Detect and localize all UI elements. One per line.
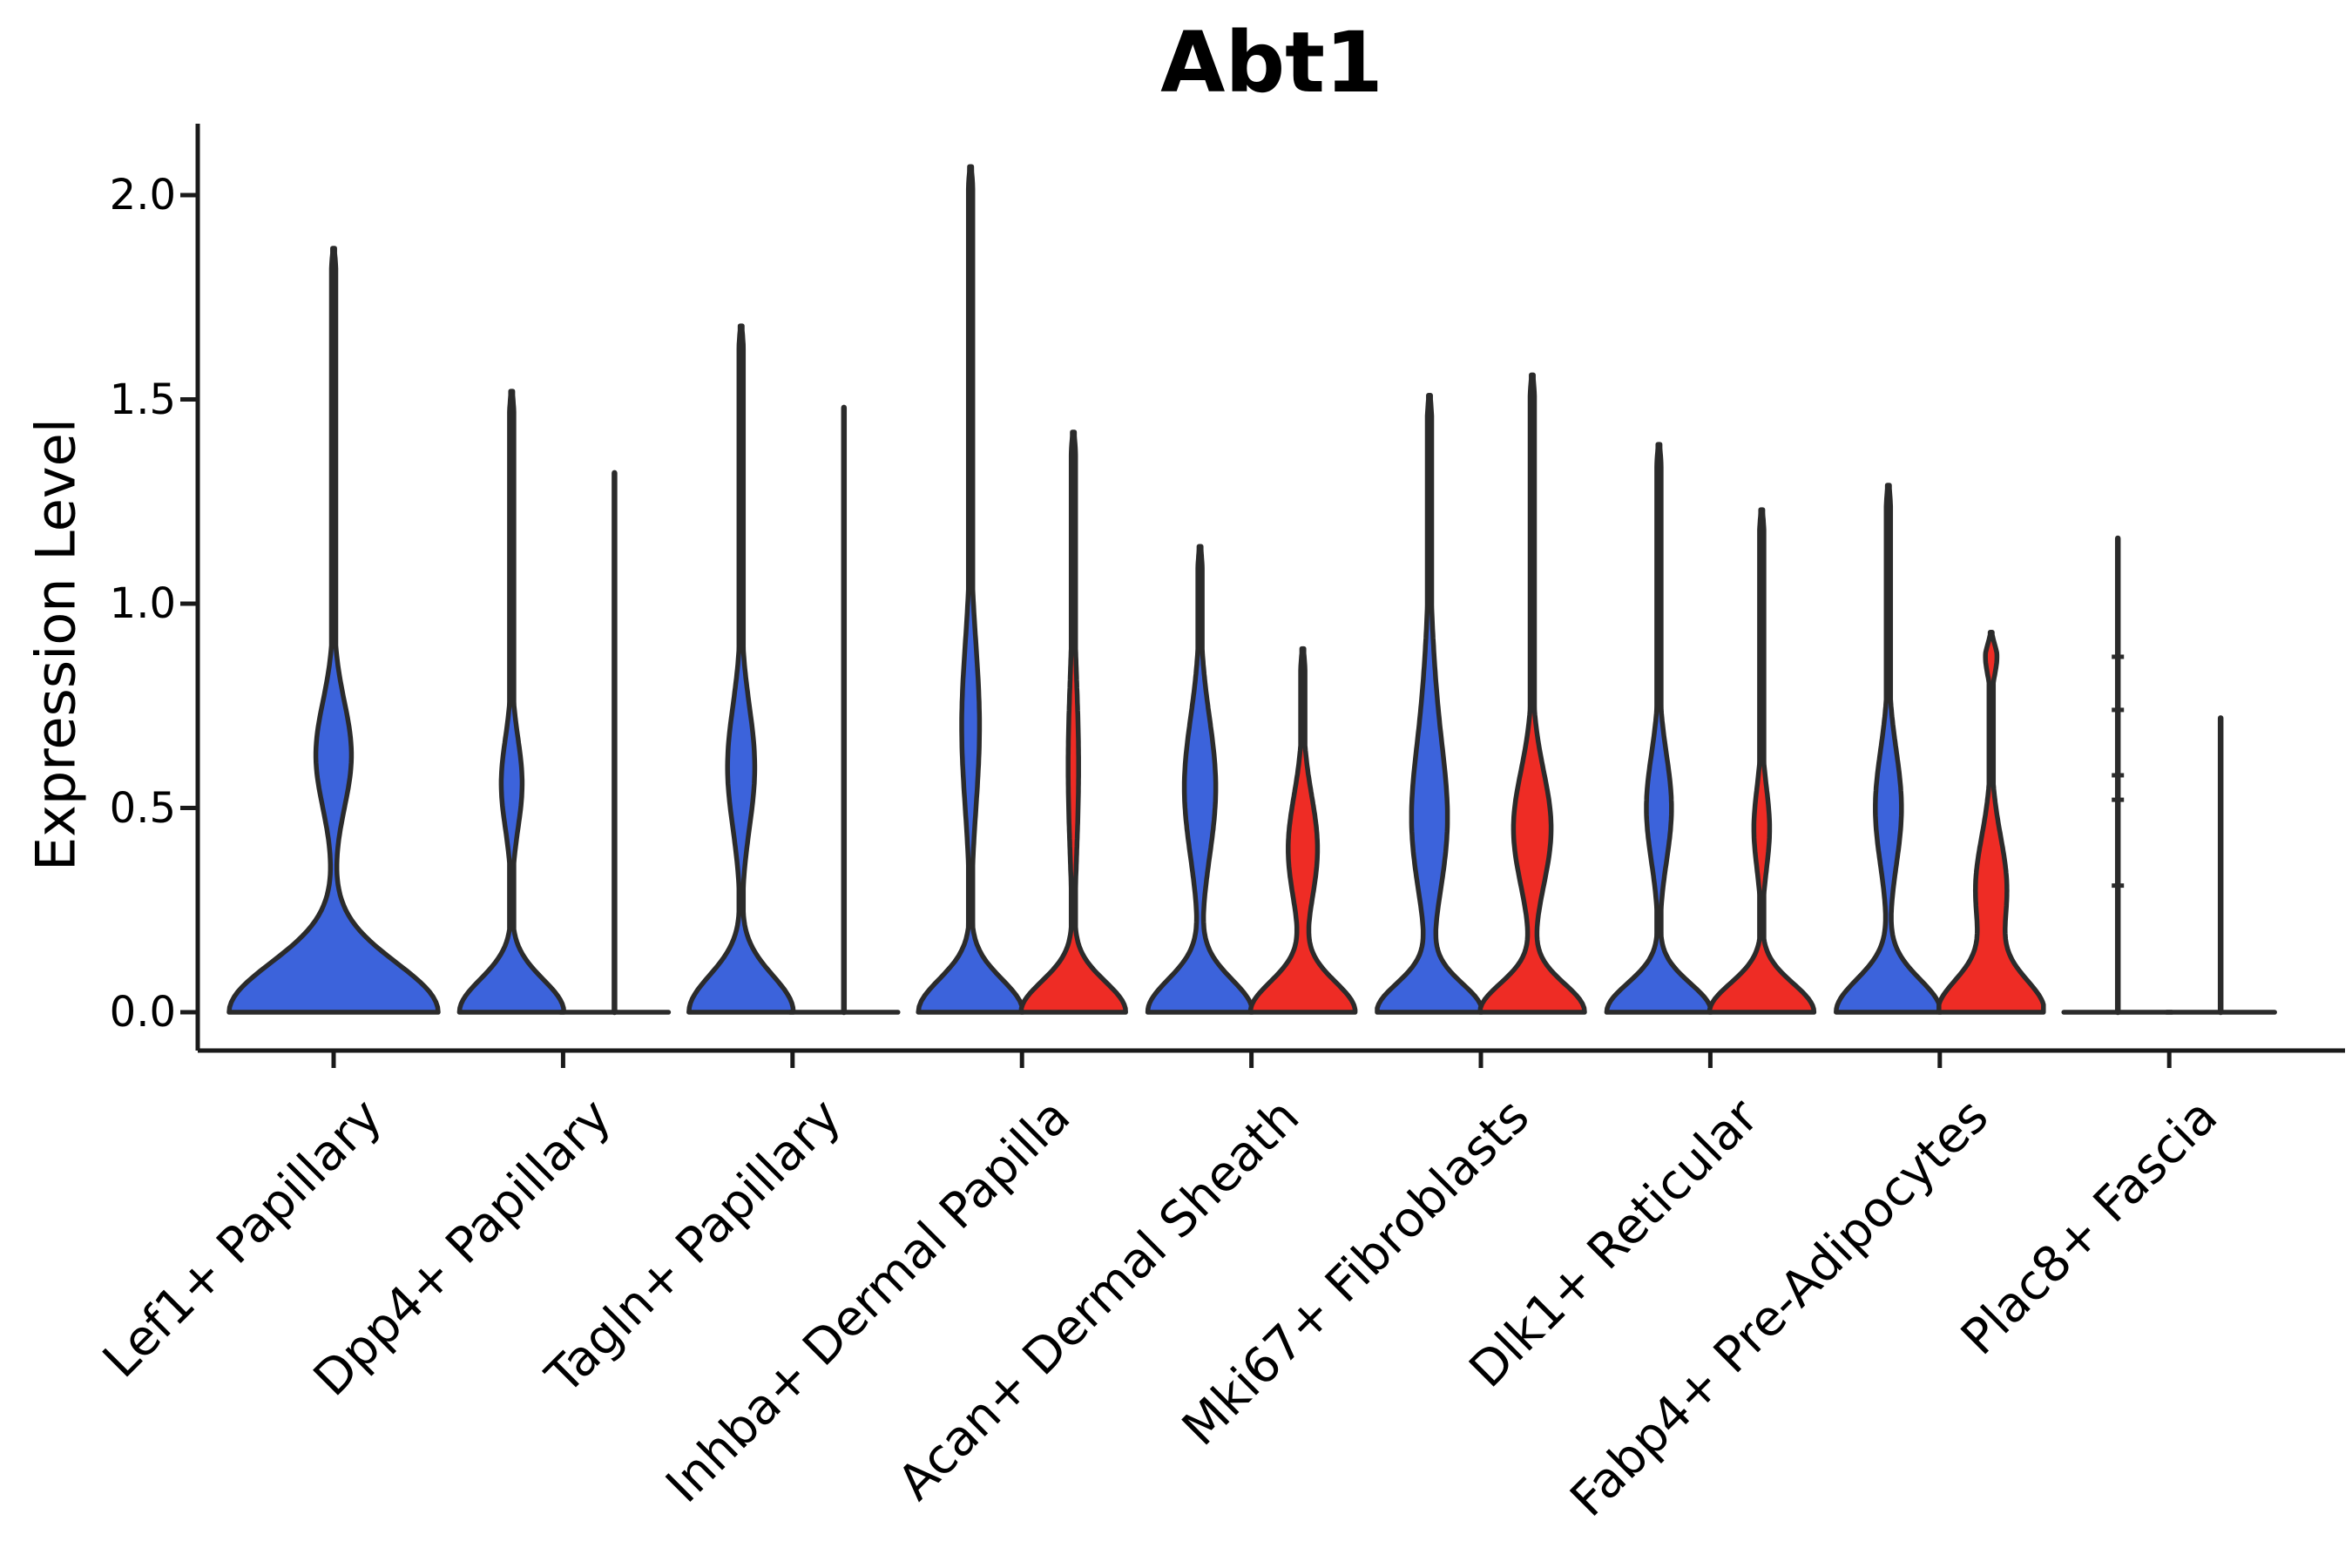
violin-blue-8-point-3 xyxy=(2112,797,2125,802)
violin-blue-4 xyxy=(1145,544,1255,1015)
violin-blue-8-point-4 xyxy=(2112,883,2125,889)
y-tick-label-1.0: 1.0 xyxy=(109,579,176,628)
violin-blue-7 xyxy=(1834,483,1943,1015)
violin-blue-2 xyxy=(686,323,796,1015)
violin-red-7 xyxy=(1936,630,2046,1015)
violin-red-5 xyxy=(1477,372,1587,1015)
violin-blue-5 xyxy=(1375,393,1484,1015)
violin-blue-8-point-0 xyxy=(2112,654,2125,659)
violin-blue-1 xyxy=(456,389,567,1015)
chart-title: Abt1 xyxy=(1160,14,1383,112)
y-tick-label-0.0: 0.0 xyxy=(109,988,176,1037)
y-tick-label-1.5: 1.5 xyxy=(109,375,176,424)
violin-blue-0 xyxy=(226,246,441,1015)
violin-red-6 xyxy=(1707,507,1817,1015)
violin-blue-8-point-2 xyxy=(2112,773,2125,778)
violin-red-4 xyxy=(1247,645,1358,1015)
violin-blue-8-point-1 xyxy=(2112,707,2125,713)
y-tick-label-2.0: 2.0 xyxy=(109,171,176,220)
violin-blue-3 xyxy=(916,164,1025,1015)
violin-red-3 xyxy=(1018,429,1128,1015)
y-tick-label-0.5: 0.5 xyxy=(109,784,176,833)
violin-blue-6 xyxy=(1604,442,1714,1015)
